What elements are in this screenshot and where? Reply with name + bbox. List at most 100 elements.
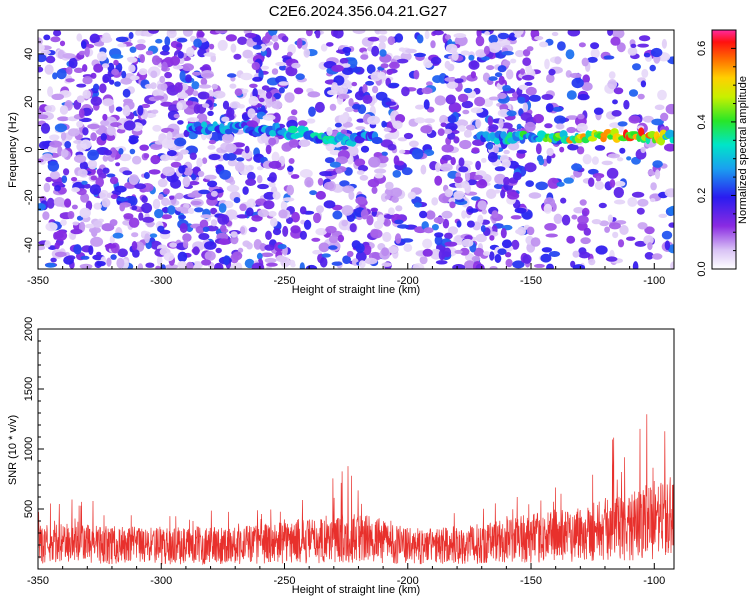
spectrogram-cell: [341, 205, 354, 216]
spectrogram-cell: [175, 206, 188, 212]
spectrogram-cell: [449, 201, 456, 209]
spectrogram-cell: [457, 93, 469, 103]
spectrogram-cell: [486, 188, 497, 199]
spectrogram-cell: [481, 157, 487, 163]
spectrogram-cell: [141, 195, 148, 203]
spectrogram-cell: [331, 261, 343, 266]
spectrogram-cell: [545, 103, 554, 113]
spectrogram-cell: [42, 211, 50, 221]
spectrogram-cell: [430, 56, 442, 65]
spectrogram-cell: [290, 174, 300, 179]
spectrogram-cell: [619, 225, 629, 235]
spectrogram-cell: [137, 105, 144, 116]
spectrogram-cell: [166, 30, 177, 39]
spectrogram-cell: [435, 260, 448, 265]
spectrogram-cell: [174, 82, 183, 93]
spectrogram-cell: [331, 64, 344, 72]
spectrogram-cell: [453, 136, 460, 144]
spectrogram-cell: [225, 143, 237, 154]
spectrogram-cell: [576, 146, 585, 155]
spectrogram-cell: [377, 71, 387, 80]
colorbar-tick-label: 0.2: [696, 188, 708, 203]
spectrogram-cell: [578, 251, 591, 259]
spectrogram-cell: [444, 241, 458, 247]
spectrogram-cell: [497, 109, 511, 118]
spectrogram-cell: [265, 230, 272, 240]
spectrogram-cell: [161, 61, 168, 72]
spectrogram-cell: [481, 209, 487, 215]
spectrogram-cell: [248, 96, 259, 106]
spectrogram-cell: [401, 167, 413, 176]
spectrogram-cell: [497, 248, 507, 255]
spectrogram-cell: [225, 34, 237, 42]
x-tick-label: -100: [643, 575, 665, 587]
spectrogram-cell: [613, 199, 626, 205]
spectrogram-cell: [491, 210, 499, 219]
spectrogram-cell: [387, 36, 395, 46]
spectrogram-cell: [392, 120, 403, 130]
spectrogram-cell: [204, 174, 217, 180]
spectrogram-cell: [236, 157, 245, 162]
spectrogram-cell: [47, 86, 54, 97]
spectrogram-cell: [609, 179, 616, 188]
spectrogram-cell: [177, 120, 184, 125]
spectrogram-cell: [256, 252, 263, 260]
spectrogram-cell: [116, 197, 129, 202]
spectrogram-cell: [142, 216, 155, 223]
spectrogram-cell: [109, 235, 115, 244]
spectrogram-cell: [217, 39, 228, 51]
spectrogram-cell: [384, 195, 391, 200]
spectrogram-cell: [252, 88, 258, 99]
spectrogram-y-label: Frequency (Hz): [7, 112, 19, 188]
spectrogram-cell: [207, 145, 216, 150]
spectrogram-cell: [483, 45, 490, 55]
spectrogram-cell: [89, 33, 100, 44]
spectrogram-cell: [82, 76, 93, 85]
spectrogram-cell: [408, 140, 419, 148]
spectrogram-cell: [644, 226, 655, 235]
spectrogram-cell: [543, 203, 552, 214]
spectrogram-cell: [154, 208, 164, 219]
x-tick-label: -350: [27, 575, 49, 587]
spectrogram-cell: [444, 232, 453, 240]
spectrogram-cell: [64, 141, 72, 149]
spectrogram-cell: [432, 75, 443, 84]
spectrogram-cell: [90, 96, 103, 106]
spectrogram-cell: [388, 246, 399, 254]
spectrogram-cell: [489, 251, 495, 261]
spectrogram-cell: [423, 99, 430, 110]
spectrogram-cell: [599, 220, 610, 227]
spectrogram-cell: [162, 44, 170, 52]
spectrogram-cell: [487, 151, 498, 163]
spectrogram-cell: [486, 141, 494, 150]
spectrogram-cell: [256, 166, 264, 171]
spectrogram-cell: [348, 98, 354, 107]
spectrogram-cell: [433, 216, 445, 224]
spectrogram-cell: [351, 103, 361, 110]
spectrogram-cell: [96, 168, 103, 176]
spectrogram-cell: [554, 115, 566, 125]
spectrogram-cell: [76, 120, 84, 128]
spectrogram-ridge-cell: [493, 137, 501, 145]
spectrogram-cell: [186, 261, 194, 269]
spectrogram-cell: [506, 69, 514, 80]
spectrogram-cell: [111, 68, 119, 76]
spectrogram-cell: [179, 223, 188, 233]
spectrogram-cell: [325, 225, 337, 234]
spectrogram-cell: [264, 244, 275, 251]
spectrogram-cell: [137, 39, 146, 44]
spectrogram-cell: [470, 107, 484, 114]
spectrogram-cell: [637, 198, 649, 207]
spectrogram-cell: [51, 181, 64, 188]
colorbar-tick-label: 0.4: [696, 114, 708, 129]
spectrogram-cell: [601, 160, 613, 166]
spectrogram-cell: [78, 50, 86, 56]
spectrogram-cell: [444, 77, 457, 82]
spectrogram-cell: [453, 33, 467, 39]
spectrogram-cell: [268, 30, 278, 37]
x-tick-label: -350: [27, 275, 49, 287]
spectrogram-cell: [213, 262, 224, 269]
spectrogram-cell: [87, 123, 100, 130]
spectrogram-cell: [634, 240, 647, 247]
spectrogram-cell: [188, 207, 195, 214]
